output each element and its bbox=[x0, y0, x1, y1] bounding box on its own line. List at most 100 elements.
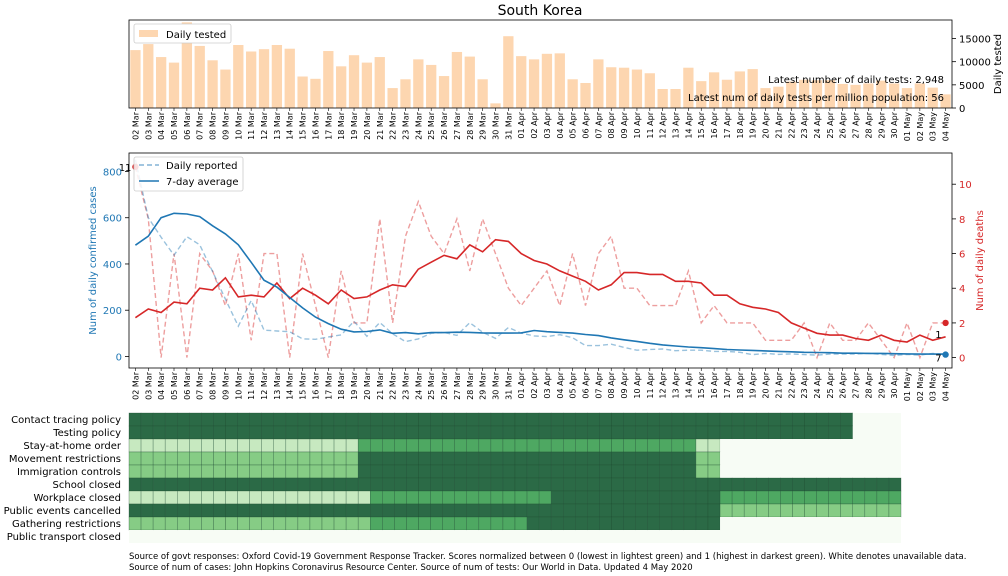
tested-bar bbox=[194, 45, 205, 108]
heatmap-cell bbox=[719, 503, 733, 518]
heatmap-cell bbox=[575, 464, 588, 479]
tested-bar bbox=[657, 89, 668, 108]
tests-xtick-label: 14 Mar bbox=[286, 111, 295, 140]
cases-xtick-label: 19 Apr bbox=[749, 371, 758, 398]
heatmap-cell bbox=[201, 477, 214, 492]
heatmap-cell bbox=[430, 451, 443, 466]
cases-xtick-label: 17 Apr bbox=[723, 371, 732, 398]
heatmap-cell bbox=[563, 464, 576, 479]
heatmap-cell bbox=[647, 477, 660, 492]
heatmap-cell bbox=[743, 490, 757, 505]
heatmap-cell bbox=[695, 490, 709, 505]
tests-xtick-label: 07 Mar bbox=[196, 111, 205, 140]
heatmap-cell bbox=[816, 465, 829, 478]
heatmap-cell bbox=[816, 517, 829, 530]
heatmap-cell bbox=[237, 464, 250, 479]
heatmap-cell bbox=[285, 438, 299, 453]
heatmap-cell bbox=[683, 451, 697, 466]
tested-bar bbox=[798, 79, 810, 108]
heatmap-cell bbox=[201, 464, 214, 479]
heatmap-cell bbox=[683, 425, 697, 440]
heatmap-cell bbox=[237, 503, 250, 518]
heatmap-cell bbox=[140, 425, 154, 440]
tested-bar bbox=[541, 53, 553, 108]
heatmap-cell bbox=[177, 490, 190, 505]
heatmap-cell bbox=[189, 412, 202, 427]
heatmap-cell bbox=[888, 452, 901, 465]
cases-ylabel: Num of daily confirmed cases bbox=[88, 186, 99, 335]
heatmap-cell bbox=[876, 426, 889, 439]
heatmap-cell bbox=[502, 438, 516, 453]
heatmap-row-label: Immigration controls bbox=[17, 467, 121, 478]
heatmap-cell bbox=[140, 516, 154, 531]
heatmap-cell bbox=[744, 517, 757, 530]
tests-xtick-label: 11 Apr bbox=[646, 111, 655, 138]
heatmap-cell bbox=[623, 503, 636, 518]
heatmap-cell bbox=[828, 412, 841, 427]
tests-ylabel: Daily tested bbox=[993, 34, 1004, 94]
heatmap-cell bbox=[466, 477, 480, 492]
heatmap-cell bbox=[418, 516, 431, 531]
heatmap-cell bbox=[454, 451, 467, 466]
tested-bar bbox=[284, 48, 295, 108]
heatmap-cell bbox=[152, 438, 166, 453]
tests-xtick-label: 21 Mar bbox=[376, 111, 385, 140]
heatmap-cell bbox=[659, 451, 673, 466]
cases-xtick-label: 12 Apr bbox=[659, 371, 668, 398]
cases-xtick-label: 07 Apr bbox=[594, 371, 603, 398]
deaths-ytick-label: 6 bbox=[959, 250, 965, 261]
heatmap-cell bbox=[213, 503, 226, 518]
heatmap-cell bbox=[406, 503, 419, 518]
heatmap-cell bbox=[575, 490, 588, 505]
heatmap-cell bbox=[599, 425, 612, 440]
heatmap-cell bbox=[888, 426, 901, 439]
tests-xtick-label: 04 Mar bbox=[157, 111, 166, 140]
heatmap-cell bbox=[876, 517, 889, 530]
heatmap-cell bbox=[309, 490, 323, 505]
cases-xtick-label: 06 Mar bbox=[183, 371, 192, 400]
heatmap-cell bbox=[768, 465, 781, 478]
heatmap-cell bbox=[828, 425, 841, 440]
heatmap-cell bbox=[478, 438, 492, 453]
heatmap-cell bbox=[201, 412, 214, 427]
heatmap-cell bbox=[707, 464, 721, 479]
heatmap-cell bbox=[442, 477, 455, 492]
heatmap-cell bbox=[357, 490, 371, 505]
heatmap-cell bbox=[442, 425, 455, 440]
tests-xtick-label: 23 Apr bbox=[800, 111, 809, 138]
heatmap-cell bbox=[659, 477, 673, 492]
heatmap-cell bbox=[164, 503, 178, 518]
heatmap-cell bbox=[876, 413, 889, 426]
heatmap-cell bbox=[382, 530, 395, 543]
heatmap-cell bbox=[370, 451, 383, 466]
cases-average-line bbox=[134, 212, 946, 355]
heatmap-cell bbox=[490, 451, 504, 466]
tested-bar bbox=[554, 53, 565, 108]
heatmap-cell bbox=[370, 490, 383, 505]
heatmap-cell bbox=[261, 451, 274, 466]
heatmap-cell bbox=[623, 530, 636, 543]
heatmap-cell bbox=[406, 425, 419, 440]
heatmap-cell bbox=[249, 477, 262, 492]
heatmap-row-label: Contact tracing policy bbox=[11, 415, 121, 426]
heatmap-cell bbox=[140, 412, 154, 427]
heatmap-cell bbox=[527, 530, 540, 543]
heatmap-cell bbox=[225, 425, 238, 440]
tested-bar bbox=[773, 86, 784, 108]
cases-xtick-label: 14 Mar bbox=[286, 371, 295, 400]
heatmap-cell bbox=[647, 464, 660, 479]
heatmap-cell bbox=[394, 477, 407, 492]
heatmap-cell bbox=[611, 477, 624, 492]
heatmap-cell bbox=[671, 516, 685, 531]
heatmap-cell bbox=[695, 451, 709, 466]
tests-xtick-label: 26 Mar bbox=[440, 111, 449, 140]
heatmap-cell bbox=[744, 530, 757, 543]
cases-xtick-label: 03 May bbox=[929, 372, 938, 402]
heatmap-cell bbox=[599, 412, 612, 427]
tests-xtick-label: 04 May bbox=[942, 112, 951, 142]
heatmap-cell bbox=[647, 503, 660, 518]
heatmap-cell bbox=[382, 464, 395, 479]
heatmap-cell bbox=[599, 464, 612, 479]
heatmap-cell bbox=[297, 464, 311, 479]
tests-xtick-label: 24 Mar bbox=[414, 111, 423, 140]
